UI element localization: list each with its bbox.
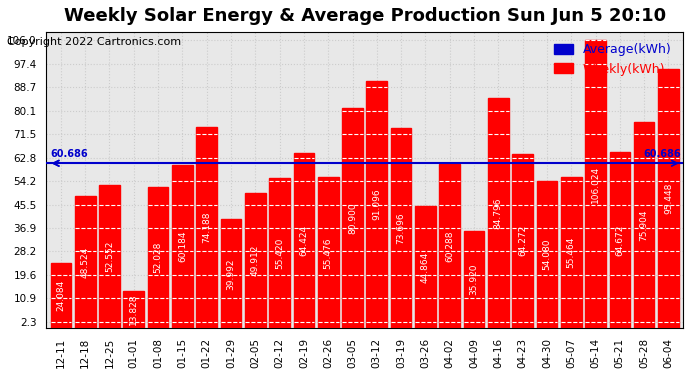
Text: 84.796: 84.796: [494, 197, 503, 229]
Bar: [197, 127, 217, 328]
Text: 60.686: 60.686: [643, 149, 680, 159]
Bar: [342, 108, 363, 328]
Text: 55.476: 55.476: [324, 237, 333, 268]
Text: 24.084: 24.084: [57, 280, 66, 311]
Text: 73.696: 73.696: [397, 212, 406, 244]
Text: 44.864: 44.864: [421, 252, 430, 283]
Bar: [148, 187, 168, 328]
Text: 52.028: 52.028: [154, 242, 163, 273]
Text: 55.420: 55.420: [275, 237, 284, 268]
Bar: [634, 122, 655, 328]
Bar: [658, 69, 679, 328]
Bar: [585, 40, 606, 328]
Bar: [488, 98, 509, 328]
Bar: [366, 81, 387, 328]
Text: 48.524: 48.524: [81, 247, 90, 278]
Text: 13.828: 13.828: [129, 294, 138, 325]
Text: 60.288: 60.288: [445, 231, 454, 262]
Text: 64.272: 64.272: [518, 225, 527, 256]
Text: 35.920: 35.920: [469, 264, 479, 295]
Bar: [99, 185, 120, 328]
Text: Copyright 2022 Cartronics.com: Copyright 2022 Cartronics.com: [7, 37, 181, 47]
Text: 54.080: 54.080: [542, 239, 551, 270]
Text: 39.992: 39.992: [226, 258, 235, 290]
Text: 52.552: 52.552: [105, 241, 114, 272]
Bar: [75, 196, 95, 328]
Bar: [440, 164, 460, 328]
Bar: [561, 177, 582, 328]
Text: 75.904: 75.904: [640, 209, 649, 241]
Text: 106.024: 106.024: [591, 165, 600, 202]
Bar: [609, 153, 630, 328]
Text: 91.096: 91.096: [373, 189, 382, 220]
Bar: [512, 153, 533, 328]
Text: 74.188: 74.188: [202, 211, 211, 243]
Text: 55.464: 55.464: [566, 237, 575, 268]
Title: Weekly Solar Energy & Average Production Sun Jun 5 20:10: Weekly Solar Energy & Average Production…: [63, 7, 666, 25]
Bar: [464, 231, 484, 328]
Bar: [391, 128, 411, 328]
Text: 49.912: 49.912: [250, 244, 260, 276]
Bar: [221, 219, 242, 328]
Text: 60.184: 60.184: [178, 231, 187, 262]
Bar: [124, 291, 144, 328]
Text: 80.900: 80.900: [348, 202, 357, 234]
Legend: Average(kWh), Weekly(kWh): Average(kWh), Weekly(kWh): [549, 38, 677, 81]
Bar: [537, 181, 558, 328]
Text: 95.448: 95.448: [664, 183, 673, 214]
Text: 64.424: 64.424: [299, 225, 308, 256]
Bar: [50, 262, 71, 328]
Bar: [293, 153, 314, 328]
Bar: [245, 192, 266, 328]
Bar: [269, 178, 290, 328]
Bar: [172, 165, 193, 328]
Text: 60.686: 60.686: [50, 149, 88, 159]
Bar: [318, 177, 339, 328]
Text: 64.672: 64.672: [615, 225, 624, 256]
Bar: [415, 206, 436, 328]
